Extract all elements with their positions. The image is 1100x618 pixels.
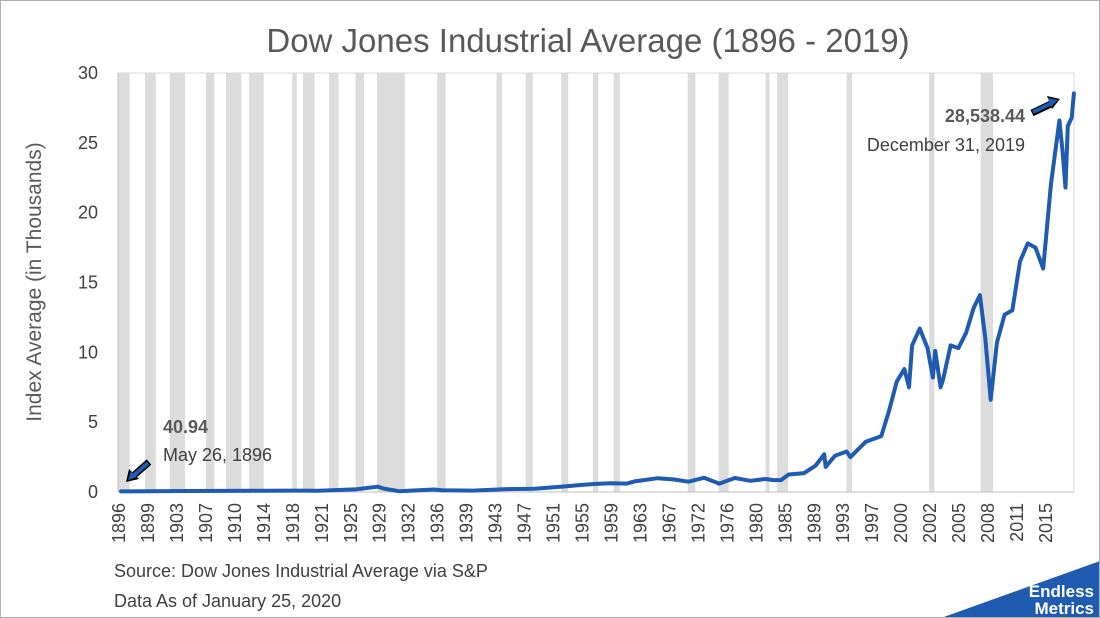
recession-band: [249, 73, 264, 492]
x-tick-label: 1907: [196, 503, 216, 543]
y-tick-label: 0: [88, 482, 98, 502]
recession-band: [145, 73, 156, 492]
end-arrow: [1032, 101, 1053, 114]
end-date-label: December 31, 2019: [867, 135, 1025, 155]
x-tick-label: 2015: [1036, 503, 1056, 543]
start-date-label: May 26, 1896: [163, 445, 272, 465]
y-tick-labels: 0 5 10 15 20 25 30: [78, 63, 98, 502]
x-tick-label: 1972: [688, 503, 708, 543]
y-tick-label: 20: [78, 203, 98, 223]
brand-logo-line-2: Metrics: [1034, 599, 1094, 618]
x-tick-label: 1976: [717, 503, 737, 543]
x-tick-label: 2008: [978, 503, 998, 543]
chart-title: Dow Jones Industrial Average (1896 - 201…: [266, 22, 909, 59]
recession-band: [329, 73, 339, 492]
x-tick-label: 2002: [920, 503, 940, 543]
x-tick-label: 1985: [775, 503, 795, 543]
x-tick-label: 1910: [225, 503, 245, 543]
source-line-2: Data As of January 25, 2020: [114, 591, 341, 611]
x-tick-label: 1959: [602, 503, 622, 543]
recession-band: [118, 73, 130, 492]
series-line-dow-jones: [119, 91, 1076, 494]
brand-logo-line-1: Endless: [1029, 582, 1094, 601]
x-tick-label: 1921: [312, 503, 332, 543]
x-tick-label: 1967: [659, 503, 679, 543]
y-tick-label: 15: [78, 273, 98, 293]
x-tick-label: 1943: [486, 503, 506, 543]
x-tick-label: 2005: [949, 503, 969, 543]
x-tick-label: 1899: [138, 503, 158, 543]
x-tick-label: 1936: [428, 503, 448, 543]
recession-band: [718, 73, 729, 492]
recession-band: [525, 73, 533, 492]
y-tick-label: 25: [78, 133, 98, 153]
x-tick-label: 1989: [804, 503, 824, 543]
x-tick-label: 1963: [631, 503, 651, 543]
brand-logo-background: [943, 561, 1099, 617]
x-tick-label: 1993: [833, 503, 853, 543]
end-arrow-head: [1048, 98, 1058, 107]
x-tick-label: 1903: [167, 503, 187, 543]
end-value-label: 28,538.44: [945, 106, 1025, 126]
recession-band: [303, 73, 315, 492]
recession-band: [292, 73, 297, 492]
x-tick-label: 2000: [891, 503, 911, 543]
x-tick-label: 1925: [341, 503, 361, 543]
recession-band: [613, 73, 620, 492]
start-value-label: 40.94: [163, 417, 208, 437]
x-tick-label: 2011: [1007, 503, 1027, 542]
source-line-1: Source: Dow Jones Industrial Average via…: [114, 561, 488, 581]
y-tick-label: 10: [78, 342, 98, 362]
recession-band: [437, 73, 446, 492]
start-arrow-head: [128, 471, 137, 480]
x-tick-label: 1939: [457, 503, 477, 543]
x-tick-label: 1914: [254, 503, 274, 543]
y-axis-label: Index Average (in Thousands): [23, 142, 46, 421]
recession-band: [777, 73, 788, 492]
recession-band: [929, 73, 935, 492]
y-tick-label: 30: [78, 63, 98, 83]
x-tick-label: 1929: [370, 503, 390, 543]
recession-band: [205, 73, 215, 492]
x-tick-label: 1997: [862, 503, 882, 543]
x-tick-label: 1918: [283, 503, 303, 543]
recession-band: [225, 73, 242, 492]
x-tick-labels: 1896 1899 1903 1907 1910 1914 1918 1921 1925 1929…: [109, 503, 1056, 543]
x-tick-label: 1947: [515, 503, 535, 543]
x-tick-label: 1951: [544, 503, 564, 543]
recession-band: [355, 73, 364, 492]
recession-band: [687, 73, 696, 492]
start-arrow: [131, 461, 150, 478]
x-tick-label: 1980: [746, 503, 766, 543]
y-tick-label: 5: [88, 412, 98, 432]
recession-band: [496, 73, 502, 492]
recession-band: [765, 73, 770, 492]
recession-band: [169, 73, 186, 492]
recession-band: [846, 73, 852, 492]
recession-bands: [118, 73, 993, 492]
x-tick-label: 1896: [109, 503, 129, 543]
x-tick-label: 1955: [573, 503, 593, 543]
recession-band: [561, 73, 569, 492]
recession-band: [592, 73, 599, 492]
recession-band: [377, 73, 405, 492]
x-tick-label: 1932: [399, 503, 419, 543]
